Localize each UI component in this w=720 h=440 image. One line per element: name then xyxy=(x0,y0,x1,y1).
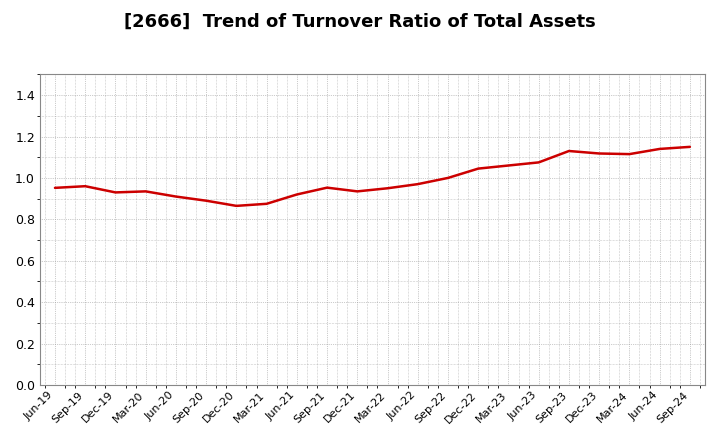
Text: [2666]  Trend of Turnover Ratio of Total Assets: [2666] Trend of Turnover Ratio of Total … xyxy=(124,13,596,31)
